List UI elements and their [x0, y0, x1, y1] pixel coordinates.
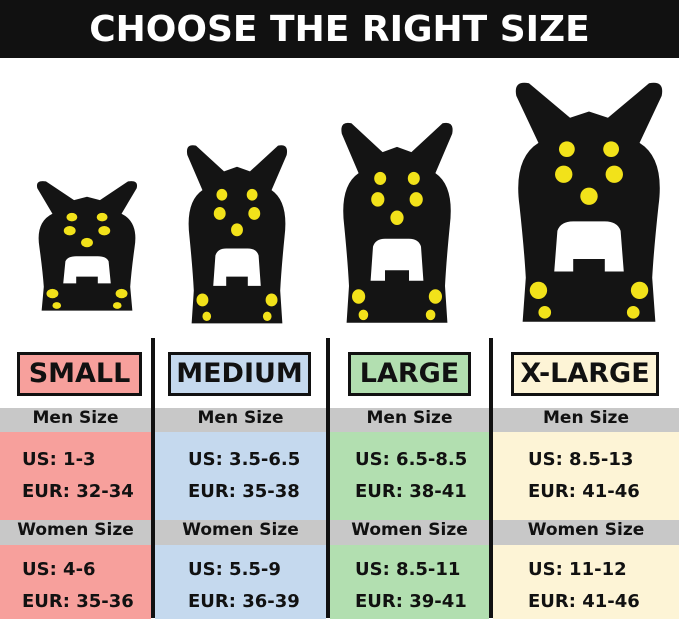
men-size-header-row — [0, 408, 679, 433]
medium-crampon-image — [186, 145, 288, 324]
women-size-cell — [0, 545, 151, 619]
size-label: X-LARGE — [511, 352, 659, 396]
men-us-size: US: 3.5-6.5 — [188, 449, 301, 470]
xlarge-crampon-image — [515, 82, 663, 322]
men-eur-size: EUR: 41-46 — [528, 481, 640, 502]
women-eur-size: EUR: 35-36 — [22, 591, 134, 612]
women-size-header-row — [0, 520, 679, 545]
women-size-values: US: 11-12 EUR: 41-46 — [528, 554, 640, 618]
women-size-heading: Women Size — [182, 520, 299, 540]
men-us-size: US: 8.5-13 — [528, 449, 634, 470]
men-eur-size: EUR: 38-41 — [355, 481, 467, 502]
women-size-cell — [493, 545, 679, 619]
column-divider — [489, 338, 493, 618]
men-size-values: US: 8.5-13 EUR: 41-46 — [528, 444, 640, 508]
men-size-cell — [330, 432, 489, 520]
women-us-size: US: 11-12 — [528, 559, 627, 580]
women-us-size: US: 8.5-11 — [355, 559, 461, 580]
women-eur-size: EUR: 41-46 — [528, 591, 640, 612]
size-column-large: LARGE Men Size Women Size US: 6.5-8.5 EUR… — [330, 338, 489, 620]
men-eur-size: EUR: 35-38 — [188, 481, 300, 502]
men-us-size: US: 1-3 — [22, 449, 96, 470]
men-size-heading: Men Size — [366, 408, 453, 428]
men-size-cell — [0, 432, 151, 520]
women-us-size: US: 4-6 — [22, 559, 96, 580]
women-size-values: US: 8.5-11 EUR: 39-41 — [355, 554, 467, 618]
women-size-heading: Women Size — [17, 520, 134, 540]
men-us-size: US: 6.5-8.5 — [355, 449, 468, 470]
women-size-cell — [330, 545, 489, 619]
women-size-heading: Women Size — [527, 520, 645, 540]
men-size-heading: Men Size — [32, 408, 119, 428]
page-title: CHOOSE THE RIGHT SIZE — [0, 0, 679, 58]
men-size-heading: Men Size — [197, 408, 284, 428]
men-size-values: US: 6.5-8.5 EUR: 38-41 — [355, 444, 467, 508]
women-size-heading: Women Size — [351, 520, 468, 540]
size-column-medium: MEDIUM Men Size Women Size US: 3.5-6.5 EU… — [155, 338, 326, 620]
women-eur-size: EUR: 39-41 — [355, 591, 467, 612]
men-size-heading: Men Size — [543, 408, 629, 428]
men-eur-size: EUR: 32-34 — [22, 481, 134, 502]
size-column-small: SMALL Men Size Women Size US: 1-3 EUR: 32… — [0, 338, 151, 620]
small-crampon-image — [36, 181, 138, 311]
size-label: LARGE — [348, 352, 471, 396]
women-size-values: US: 4-6 EUR: 35-36 — [22, 554, 134, 618]
women-us-size: US: 5.5-9 — [188, 559, 281, 580]
women-size-cell — [155, 545, 326, 619]
size-column-xlarge: X-LARGE Men Size Women Size US: 8.5-13 EU… — [493, 338, 679, 620]
women-eur-size: EUR: 36-39 — [188, 591, 300, 612]
men-size-cell — [155, 432, 326, 520]
men-size-cell — [493, 432, 679, 520]
column-divider — [326, 338, 330, 618]
women-size-values: US: 5.5-9 EUR: 36-39 — [188, 554, 300, 618]
men-size-values: US: 3.5-6.5 EUR: 35-38 — [188, 444, 300, 508]
men-size-values: US: 1-3 EUR: 32-34 — [22, 444, 134, 508]
column-divider — [151, 338, 155, 618]
size-label: SMALL — [17, 352, 142, 396]
size-label: MEDIUM — [168, 352, 311, 396]
large-crampon-image — [341, 122, 453, 323]
